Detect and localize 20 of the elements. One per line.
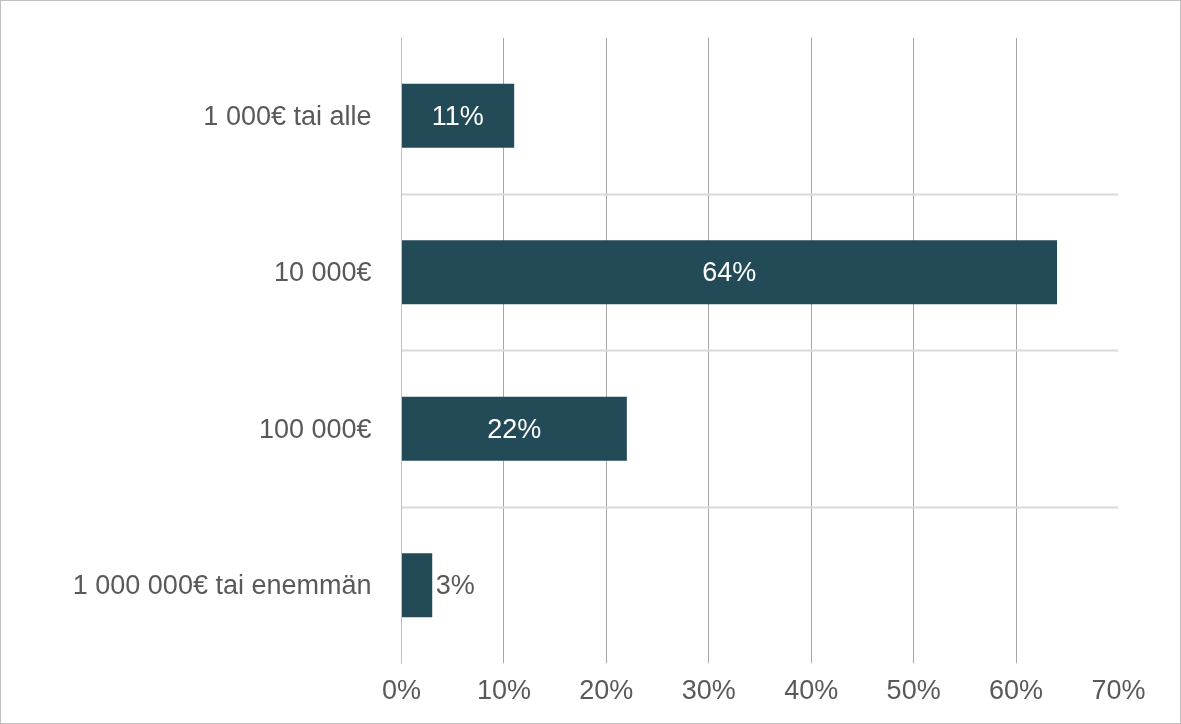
x-tick-label: 30%	[681, 674, 736, 705]
x-tick-label: 0%	[381, 674, 422, 705]
y-tick-label: 100 000€	[258, 413, 372, 444]
x-tick-label: 60%	[989, 674, 1044, 705]
y-tick-label: 10 000€	[273, 257, 372, 288]
bar	[401, 240, 1058, 305]
bar	[401, 553, 433, 618]
x-tick-label: 40%	[784, 674, 839, 705]
y-tick-label: 1 000 000€ tai enemmän	[72, 570, 372, 601]
bar	[401, 83, 515, 148]
x-tick-label: 50%	[886, 674, 941, 705]
x-tick-label: 70%	[1091, 674, 1146, 705]
y-tick-label: 1 000€ tai alle	[203, 100, 372, 131]
data-label: 11%	[431, 100, 484, 131]
data-label: 3%	[435, 570, 475, 601]
x-tick-label: 20%	[579, 674, 634, 705]
x-tick-label: 10%	[476, 674, 531, 705]
data-label: 22%	[487, 413, 542, 444]
data-label: 64%	[702, 257, 757, 288]
bar	[401, 396, 627, 461]
